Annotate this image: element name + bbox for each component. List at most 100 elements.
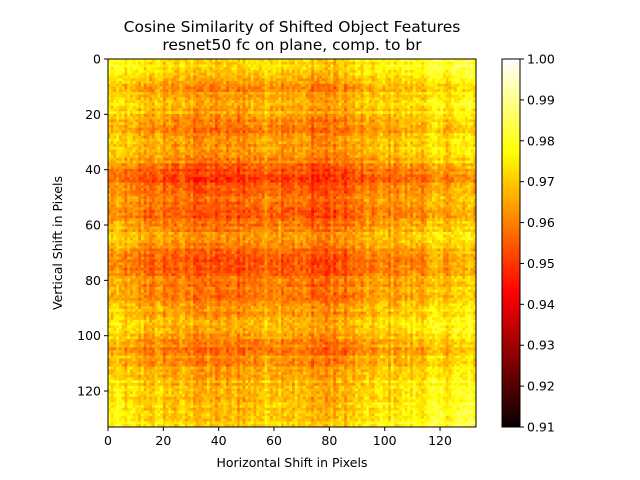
heatmap-cell [261,97,265,101]
heatmap-cell [264,78,268,82]
heatmap-cell [160,141,164,145]
heatmap-cell [204,111,208,115]
heatmap-cell [168,160,172,164]
heatmap-cell [456,152,460,156]
heatmap-cell [379,122,383,126]
heatmap-cell [335,157,340,161]
heatmap-cell [407,122,411,126]
heatmap-cell [270,89,274,93]
heatmap-cell [261,157,265,161]
heatmap-cell [275,124,279,129]
heatmap-cell [399,122,403,126]
heatmap-cell [456,91,460,96]
heatmap-cell [324,105,329,109]
heatmap-cell [390,146,394,150]
heatmap-cell [355,144,359,148]
heatmap-cell [360,61,364,65]
heatmap-cell [176,160,180,164]
heatmap-cell [157,119,161,123]
heatmap-cell [228,59,232,63]
heatmap-cell [344,100,348,104]
heatmap-cell [366,149,370,153]
heatmap-cell [135,127,139,131]
heatmap-cell [176,78,180,82]
heatmap-cell [121,105,125,109]
heatmap-cell [341,119,345,123]
heatmap-cell [366,97,370,101]
heatmap-cell [418,146,422,150]
heatmap-cell [132,144,136,148]
heatmap-cell [429,105,433,109]
heatmap-cell [360,80,364,85]
heatmap-cell [360,83,364,87]
heatmap-cell [132,135,136,139]
heatmap-cell [363,86,367,90]
heatmap-cell [360,100,364,104]
heatmap-cell [187,127,191,131]
heatmap-cell [294,61,298,65]
heatmap-cell [253,135,257,139]
heatmap-cell [470,119,474,123]
heatmap-cell [434,67,438,71]
heatmap-cell [195,127,199,131]
heatmap-cell [182,97,186,101]
heatmap-cell [440,152,444,156]
heatmap-cell [434,72,438,76]
heatmap-cell [198,105,202,109]
heatmap-cell [465,155,469,159]
heatmap-cell [149,61,153,65]
heatmap-cell [171,97,175,101]
heatmap-cell [368,138,372,142]
heatmap-cell [335,78,340,82]
heatmap-cell [311,86,315,90]
heatmap-cell [129,97,134,101]
heatmap-cell [179,102,183,107]
heatmap-cell [140,108,145,112]
heatmap-cell [377,157,381,161]
heatmap-cell [108,160,112,164]
heatmap-cell [346,152,351,156]
heatmap-cell [465,97,469,101]
heatmap-cell [281,146,285,150]
heatmap-cell [388,75,392,79]
heatmap-cell [368,113,372,118]
heatmap-cell [135,83,139,87]
heatmap-cell [267,116,271,120]
heatmap-cell [426,69,430,74]
heatmap-cell [108,146,112,150]
heatmap-cell [162,64,167,68]
heatmap-cell [355,116,359,120]
heatmap-cell [215,130,219,134]
heatmap-cell [297,146,301,150]
heatmap-cell [393,64,397,68]
heatmap-cell [215,102,219,107]
heatmap-cell [239,69,243,74]
heatmap-cell [228,141,232,145]
heatmap-cell [176,157,180,161]
heatmap-cell [473,124,477,129]
heatmap-cell [217,61,221,65]
heatmap-cell [379,119,383,123]
heatmap-cell [212,69,216,74]
heatmap-cell [346,75,351,79]
heatmap-cell [108,78,112,82]
heatmap-cell [355,113,359,118]
heatmap-cell [412,75,416,79]
heatmap-cell [432,83,436,87]
heatmap-cell [451,78,455,82]
heatmap-cell [215,97,219,101]
heatmap-cell [237,67,241,71]
heatmap-cell [143,100,147,104]
heatmap-cell [281,89,285,93]
heatmap-cell [110,102,114,107]
heatmap-cell [366,146,370,150]
heatmap-cell [179,83,183,87]
heatmap-cell [173,108,178,112]
heatmap-cell [407,91,411,96]
heatmap-cell [256,152,260,156]
heatmap-cell [129,149,134,153]
heatmap-cell [333,144,337,148]
heatmap-cell [160,108,164,112]
heatmap-cell [264,149,268,153]
heatmap-cell [357,102,362,107]
